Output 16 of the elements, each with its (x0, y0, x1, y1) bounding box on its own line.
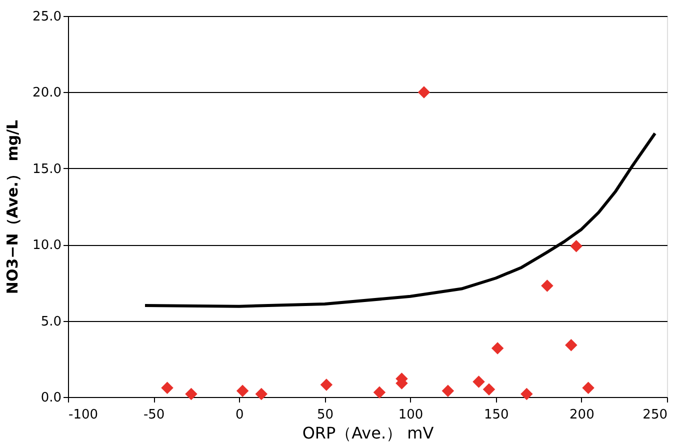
y-tick-label: 0.0 (40, 390, 62, 406)
x-tick-label: -100 (68, 408, 98, 422)
y-tick-label: 5.0 (40, 314, 62, 330)
y-tick-label: 20.0 (32, 86, 62, 101)
y-axis-title: NO3−N（Ave.） mg/L (4, 119, 22, 294)
y-tick-label: 25.0 (32, 10, 62, 24)
y-tick-label: 10.0 (32, 238, 62, 254)
x-tick-label: 100 (398, 408, 424, 422)
x-tick-label: 200 (570, 408, 594, 422)
x-tick-label: -50 (143, 408, 165, 422)
x-tick-label: 0 (236, 408, 244, 422)
x-tick-label: 50 (316, 408, 334, 422)
x-tick-label: 250 (642, 408, 668, 422)
x-tick-label: 150 (484, 408, 509, 422)
x-axis-title: ORP（Ave.） mV (302, 424, 434, 442)
y-tick-label: 15.0 (32, 162, 62, 177)
